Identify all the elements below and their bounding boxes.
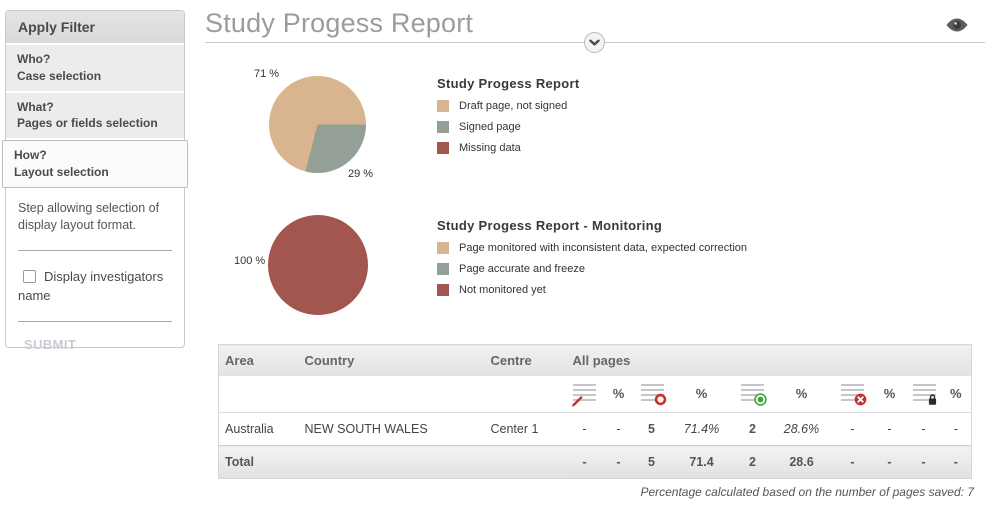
col-header-area: Area <box>218 344 299 376</box>
table-header-row: Area Country Centre All pages <box>218 344 972 376</box>
submit-button[interactable]: SUBMIT <box>24 336 77 352</box>
cell-value: 2 <box>734 412 771 446</box>
filter-step-who[interactable]: Who? Case selection <box>6 45 184 91</box>
page-not-signed-icon <box>640 384 666 406</box>
cell-total-value: - <box>832 445 873 479</box>
cell-value: - <box>940 412 972 446</box>
col-page-signed <box>734 375 771 413</box>
col-page-not-signed <box>634 375 669 413</box>
cell-total-value: - <box>602 445 635 479</box>
cell-value: - <box>872 412 907 446</box>
chevron-down-icon <box>589 39 600 46</box>
col-percent: % <box>770 375 833 413</box>
cell-total-label: Total <box>218 445 567 479</box>
legend-item: Draft page, not signed <box>437 100 580 112</box>
step-question: Who? <box>17 52 51 66</box>
cell-value: 28.6% <box>770 412 833 446</box>
legend-swatch-accurate <box>437 263 449 275</box>
cell-value: 5 <box>634 412 669 446</box>
cell-value: - <box>906 412 941 446</box>
display-investigators-checkbox[interactable] <box>23 269 36 283</box>
page-signed-icon <box>741 384 767 406</box>
cell-area: Australia <box>218 412 299 446</box>
legend-label: Not monitored yet <box>459 284 546 296</box>
legend-label: Page monitored with inconsistent data, e… <box>459 242 747 254</box>
legend-swatch-missing <box>437 142 449 154</box>
col-header-centre: Centre <box>484 344 567 376</box>
legend-label: Page accurate and freeze <box>459 263 585 275</box>
col-percent: % <box>940 375 972 413</box>
divider <box>18 249 172 251</box>
legend-item: Missing data <box>437 142 580 154</box>
legend-swatch-not-monitored <box>437 284 449 296</box>
col-percent: % <box>668 375 735 413</box>
cell-total-value: 2 <box>734 445 771 479</box>
divider <box>18 320 172 322</box>
toggle-visibility-button[interactable] <box>944 17 970 38</box>
step-question: What? <box>17 99 54 114</box>
legend-label: Missing data <box>459 142 521 154</box>
step-question: How? <box>14 148 47 163</box>
cell-value: 71.4% <box>668 412 735 446</box>
legend-title: Study Progess Report <box>437 76 580 91</box>
pie-chart-study-progress <box>269 76 366 173</box>
cell-total-value: - <box>906 445 941 479</box>
page-title: Study Progess Report <box>205 8 474 38</box>
step-description: Step allowing selection of display layou… <box>18 200 160 233</box>
cell-total-value: 71.4 <box>668 445 735 479</box>
col-percent: % <box>602 375 635 413</box>
eye-icon <box>946 18 968 32</box>
cell-total-value: - <box>566 445 603 479</box>
legend-swatch-inconsistent <box>437 242 449 254</box>
cell-country: NEW SOUTH WALES <box>298 412 485 446</box>
col-page-draft <box>566 375 603 413</box>
page-frozen-lock-icon <box>912 384 936 406</box>
table-subheader-row: % % % % % <box>218 375 972 413</box>
pie-slice-label: 29 % <box>348 168 374 180</box>
col-percent: % <box>872 375 907 413</box>
legend-label: Draft page, not signed <box>459 100 568 112</box>
table-row-australia: Australia NEW SOUTH WALES Center 1 - - 5… <box>218 412 972 446</box>
table-row-total: Total - - 5 71.4 2 28.6 - - - - <box>218 445 972 479</box>
legend-item: Not monitored yet <box>437 284 747 296</box>
apply-filter-panel: Apply Filter Who? Case selection What? P… <box>2 10 188 352</box>
display-investigators-row: Display investigators name <box>18 267 172 306</box>
legend-swatch-signed <box>437 121 449 133</box>
display-investigators-label: Display investigators name <box>18 268 164 304</box>
legend-item: Page accurate and freeze <box>437 263 747 275</box>
cell-value: - <box>602 412 635 446</box>
pie-chart-monitoring <box>268 215 368 315</box>
cell-total-value: 28.6 <box>770 445 833 479</box>
cell-centre: Center 1 <box>484 412 567 446</box>
step-label: Case selection <box>17 68 102 83</box>
pie-slice-label: 71 % <box>254 68 280 80</box>
cell-value: - <box>832 412 873 446</box>
filter-step-what[interactable]: What? Pages or fields selection <box>6 92 184 139</box>
col-page-missing-data <box>832 375 873 413</box>
collapse-section-button[interactable] <box>584 32 605 53</box>
col-header-all-pages: All pages <box>566 344 972 376</box>
pie-slice-label: 100 % <box>234 255 266 267</box>
cell-total-value: 5 <box>634 445 669 479</box>
legend-monitoring: Study Progess Report - Monitoring Page m… <box>437 218 747 296</box>
cell-total-value: - <box>872 445 907 479</box>
legend-swatch-draft <box>437 100 449 112</box>
percentage-footnote: Percentage calculated based on the numbe… <box>640 485 974 499</box>
legend-label: Signed page <box>459 121 521 133</box>
step-label: Layout selection <box>14 164 109 179</box>
legend-item: Page monitored with inconsistent data, e… <box>437 242 747 254</box>
legend-title: Study Progess Report - Monitoring <box>437 218 663 233</box>
page-missing-data-icon <box>841 384 867 406</box>
step-label: Pages or fields selection <box>17 116 158 131</box>
filter-step-how[interactable]: How? Layout selection <box>2 140 188 188</box>
col-header-country: Country <box>298 344 485 376</box>
page-draft-pencil-icon <box>571 384 596 407</box>
apply-filter-title: Apply Filter <box>6 11 184 45</box>
legend-item: Signed page <box>437 121 580 133</box>
progress-report-table: Area Country Centre All pages % % % <box>218 344 973 479</box>
legend-study-progress: Study Progess Report Draft page, not sig… <box>437 76 580 154</box>
col-page-frozen <box>906 375 941 413</box>
cell-total-value: - <box>940 445 972 479</box>
cell-value: - <box>566 412 603 446</box>
